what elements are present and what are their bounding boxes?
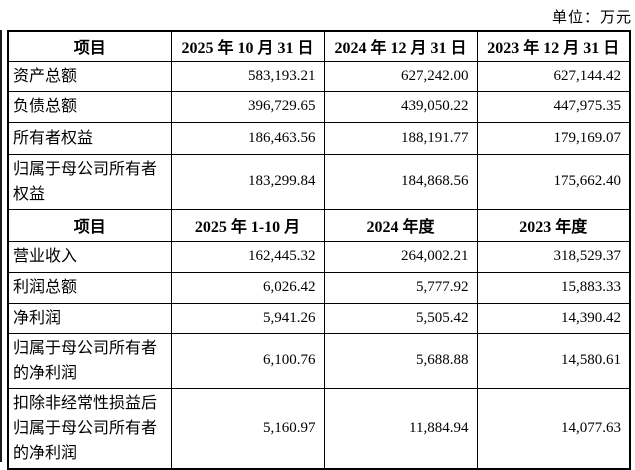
value-cell: 186,463.56 xyxy=(170,121,325,155)
col-header-item: 项目 xyxy=(7,30,172,62)
value-cell: 175,662.40 xyxy=(476,153,631,210)
balance-header-row: 项目 2025 年 10 月 31 日 2024 年 12 月 31 日 202… xyxy=(7,30,631,62)
value-cell: 5,688.88 xyxy=(323,332,478,389)
table-row-total-profit: 利润总额 6,026.42 5,777.92 15,883.33 xyxy=(7,271,631,304)
row-label-cell: 利润总额 xyxy=(7,271,172,304)
row-label-cell: 营业收入 xyxy=(7,240,172,273)
table-row-total-assets: 资产总额 583,193.21 627,242.00 627,144.42 xyxy=(7,60,631,92)
value-cell: 264,002.21 xyxy=(323,240,478,273)
value-cell: 11,884.94 xyxy=(323,387,478,469)
col-header-period-2024: 2024 年度 xyxy=(323,208,478,242)
table-row-deducted-net-profit: 扣除非经常性损益后 归属于母公司所有者 的净利润 5,160.97 11,884… xyxy=(7,387,631,469)
col-header-item: 项目 xyxy=(7,208,172,242)
value-cell: 5,160.97 xyxy=(170,387,325,469)
value-cell: 627,144.42 xyxy=(476,60,631,92)
row-label-cell: 扣除非经常性损益后 归属于母公司所有者 的净利润 xyxy=(7,387,172,469)
value-cell: 179,169.07 xyxy=(476,121,631,155)
value-cell: 396,729.65 xyxy=(170,90,325,123)
col-header-date-2025: 2025 年 10 月 31 日 xyxy=(170,30,325,62)
row-label-cell: 净利润 xyxy=(7,302,172,334)
table-row-revenue: 营业收入 162,445.32 264,002.21 318,529.37 xyxy=(7,240,631,273)
value-cell: 5,505.42 xyxy=(323,302,478,334)
table-row-owners-equity: 所有者权益 186,463.56 188,191.77 179,169.07 xyxy=(7,121,631,155)
value-cell: 14,580.61 xyxy=(476,332,631,389)
value-cell: 14,390.42 xyxy=(476,302,631,334)
row-label-cell: 所有者权益 xyxy=(7,121,172,155)
table-row-parent-net-profit: 归属于母公司所有者 的净利润 6,100.76 5,688.88 14,580.… xyxy=(7,332,631,389)
value-cell: 5,777.92 xyxy=(323,271,478,304)
row-label-cell: 资产总额 xyxy=(7,60,172,92)
value-cell: 184,868.56 xyxy=(323,153,478,210)
row-label-cell: 归属于母公司所有者 权益 xyxy=(7,153,172,210)
value-cell: 188,191.77 xyxy=(323,121,478,155)
income-header-row: 项目 2025 年 1-10 月 2024 年度 2023 年度 xyxy=(7,208,631,242)
value-cell: 439,050.22 xyxy=(323,90,478,123)
table-row-parent-equity: 归属于母公司所有者 权益 183,299.84 184,868.56 175,6… xyxy=(7,153,631,210)
value-cell: 162,445.32 xyxy=(170,240,325,273)
value-cell: 627,242.00 xyxy=(323,60,478,92)
financial-summary-table: 项目 2025 年 10 月 31 日 2024 年 12 月 31 日 202… xyxy=(7,30,631,470)
col-header-period-2023: 2023 年度 xyxy=(476,208,631,242)
value-cell: 14,077.63 xyxy=(476,387,631,469)
value-cell: 6,100.76 xyxy=(170,332,325,389)
value-cell: 583,193.21 xyxy=(170,60,325,92)
value-cell: 447,975.35 xyxy=(476,90,631,123)
page-edge-line xyxy=(0,30,2,462)
value-cell: 6,026.42 xyxy=(170,271,325,304)
table-row-total-liabilities: 负债总额 396,729.65 439,050.22 447,975.35 xyxy=(7,90,631,123)
row-label-cell: 负债总额 xyxy=(7,90,172,123)
table-row-net-profit: 净利润 5,941.26 5,505.42 14,390.42 xyxy=(7,302,631,334)
col-header-period-2025: 2025 年 1-10 月 xyxy=(170,208,325,242)
col-header-date-2023: 2023 年 12 月 31 日 xyxy=(476,30,631,62)
col-header-date-2024: 2024 年 12 月 31 日 xyxy=(323,30,478,62)
row-label-cell: 归属于母公司所有者 的净利润 xyxy=(7,332,172,389)
value-cell: 15,883.33 xyxy=(476,271,631,304)
value-cell: 183,299.84 xyxy=(170,153,325,210)
unit-label: 单位：万元 xyxy=(551,10,632,26)
value-cell: 5,941.26 xyxy=(170,302,325,334)
value-cell: 318,529.37 xyxy=(476,240,631,273)
